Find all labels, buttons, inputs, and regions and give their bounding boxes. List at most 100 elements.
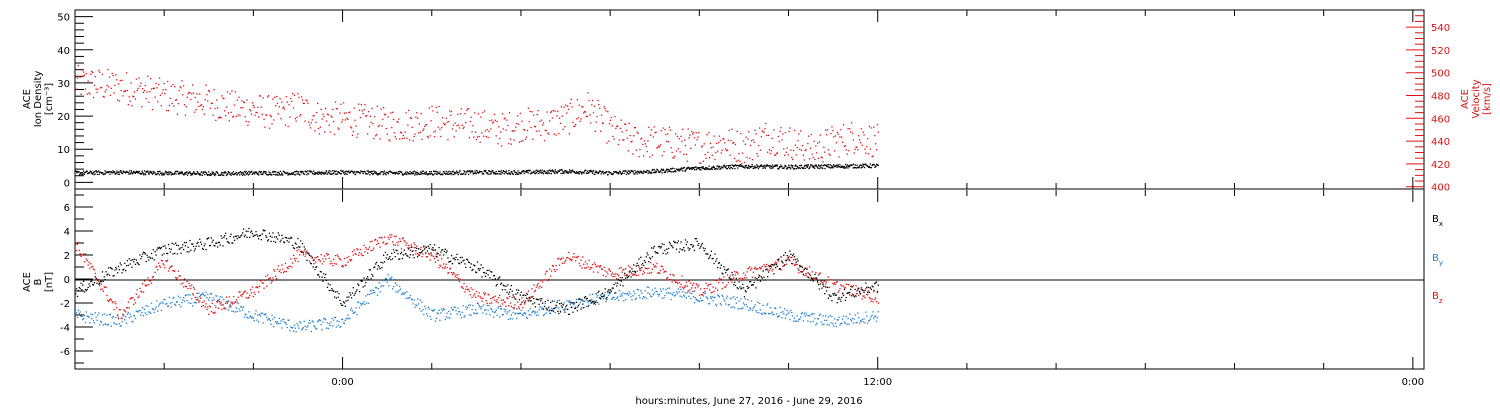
by-point (651, 289, 654, 291)
bx-point (446, 250, 448, 252)
velocity-point (504, 117, 506, 119)
density-point (274, 174, 276, 176)
velocity-point (479, 141, 481, 143)
bx-point (778, 268, 780, 270)
density-point (563, 172, 565, 174)
density-point (652, 171, 655, 174)
by-point (617, 296, 619, 298)
density-point (773, 165, 776, 167)
density-point (259, 170, 261, 173)
bz-point (859, 292, 861, 294)
velocity-point (358, 103, 360, 105)
velocity-point (418, 123, 421, 125)
density-point (607, 173, 609, 176)
density-point (401, 173, 403, 175)
density-point (428, 172, 430, 175)
bx-point (113, 274, 115, 277)
by-point (598, 303, 600, 305)
by-point (877, 311, 879, 313)
by-point (426, 315, 429, 317)
density-point (840, 166, 842, 169)
by-point (674, 295, 676, 297)
by-point (142, 315, 145, 317)
velocity-point (659, 146, 661, 148)
by-point (760, 312, 762, 315)
bx-point (317, 274, 320, 276)
by-point (521, 313, 523, 316)
by-point (252, 317, 254, 319)
velocity-point (525, 136, 528, 138)
bx-point (323, 273, 325, 275)
by-point (797, 320, 799, 322)
bx-point (547, 299, 549, 301)
density-point (819, 165, 822, 167)
by-point (702, 295, 704, 297)
by-point (313, 325, 315, 327)
velocity-point (236, 99, 238, 101)
by-point (608, 292, 611, 294)
bz-point (766, 263, 768, 266)
velocity-point (527, 107, 529, 109)
bx-point (583, 307, 585, 309)
density-point (118, 173, 120, 175)
velocity-point (601, 122, 604, 124)
bx-point (426, 250, 429, 252)
density-point (499, 171, 501, 173)
bz-point (419, 248, 421, 250)
velocity-point (359, 117, 362, 119)
by-point (755, 310, 757, 312)
by-point (786, 309, 788, 311)
velocity-point (628, 122, 630, 124)
bx-point (272, 232, 274, 234)
bx-point (262, 229, 264, 231)
by-point (452, 309, 454, 311)
velocity-point (205, 84, 207, 86)
bz-point (276, 268, 279, 270)
velocity-point (471, 131, 473, 133)
bx-point (251, 233, 254, 235)
by-point (864, 322, 866, 324)
velocity-point (511, 130, 513, 132)
velocity-point (617, 125, 619, 127)
density-point (262, 172, 264, 174)
by-point (820, 321, 822, 323)
by-point (317, 320, 320, 322)
density-point (684, 170, 687, 172)
density-point (283, 171, 285, 173)
velocity-point (650, 134, 652, 136)
velocity-point (224, 110, 226, 112)
density-point (135, 170, 138, 172)
bz-point (675, 281, 678, 283)
velocity-point (96, 91, 98, 93)
bx-point (697, 244, 699, 246)
by-point (381, 284, 383, 287)
bx-point (330, 289, 332, 292)
velocity-point (578, 104, 580, 106)
by-point (716, 305, 718, 307)
bz-point (170, 265, 172, 268)
density-point (617, 173, 620, 175)
by-point (173, 296, 175, 299)
bz-point (479, 296, 481, 298)
bz-point (145, 285, 147, 287)
density-point (507, 172, 509, 174)
bz-point (283, 270, 286, 273)
top-ylabel-line1: ACE (22, 89, 33, 109)
bz-point (187, 288, 189, 290)
bz-point (486, 302, 488, 304)
by-point (263, 313, 265, 315)
bx-point (174, 252, 176, 255)
by-point (738, 300, 740, 302)
bz-point (151, 276, 154, 279)
bx-point (162, 245, 164, 247)
velocity-point (151, 109, 154, 111)
bx-point (754, 277, 756, 279)
by-point (739, 308, 741, 310)
density-point (379, 173, 381, 175)
top-right-tick-label: 520 (1431, 46, 1450, 57)
bx-point (562, 303, 564, 306)
density-point (854, 164, 857, 166)
velocity-point (432, 110, 434, 112)
bz-point (385, 243, 387, 245)
by-point (306, 326, 308, 329)
